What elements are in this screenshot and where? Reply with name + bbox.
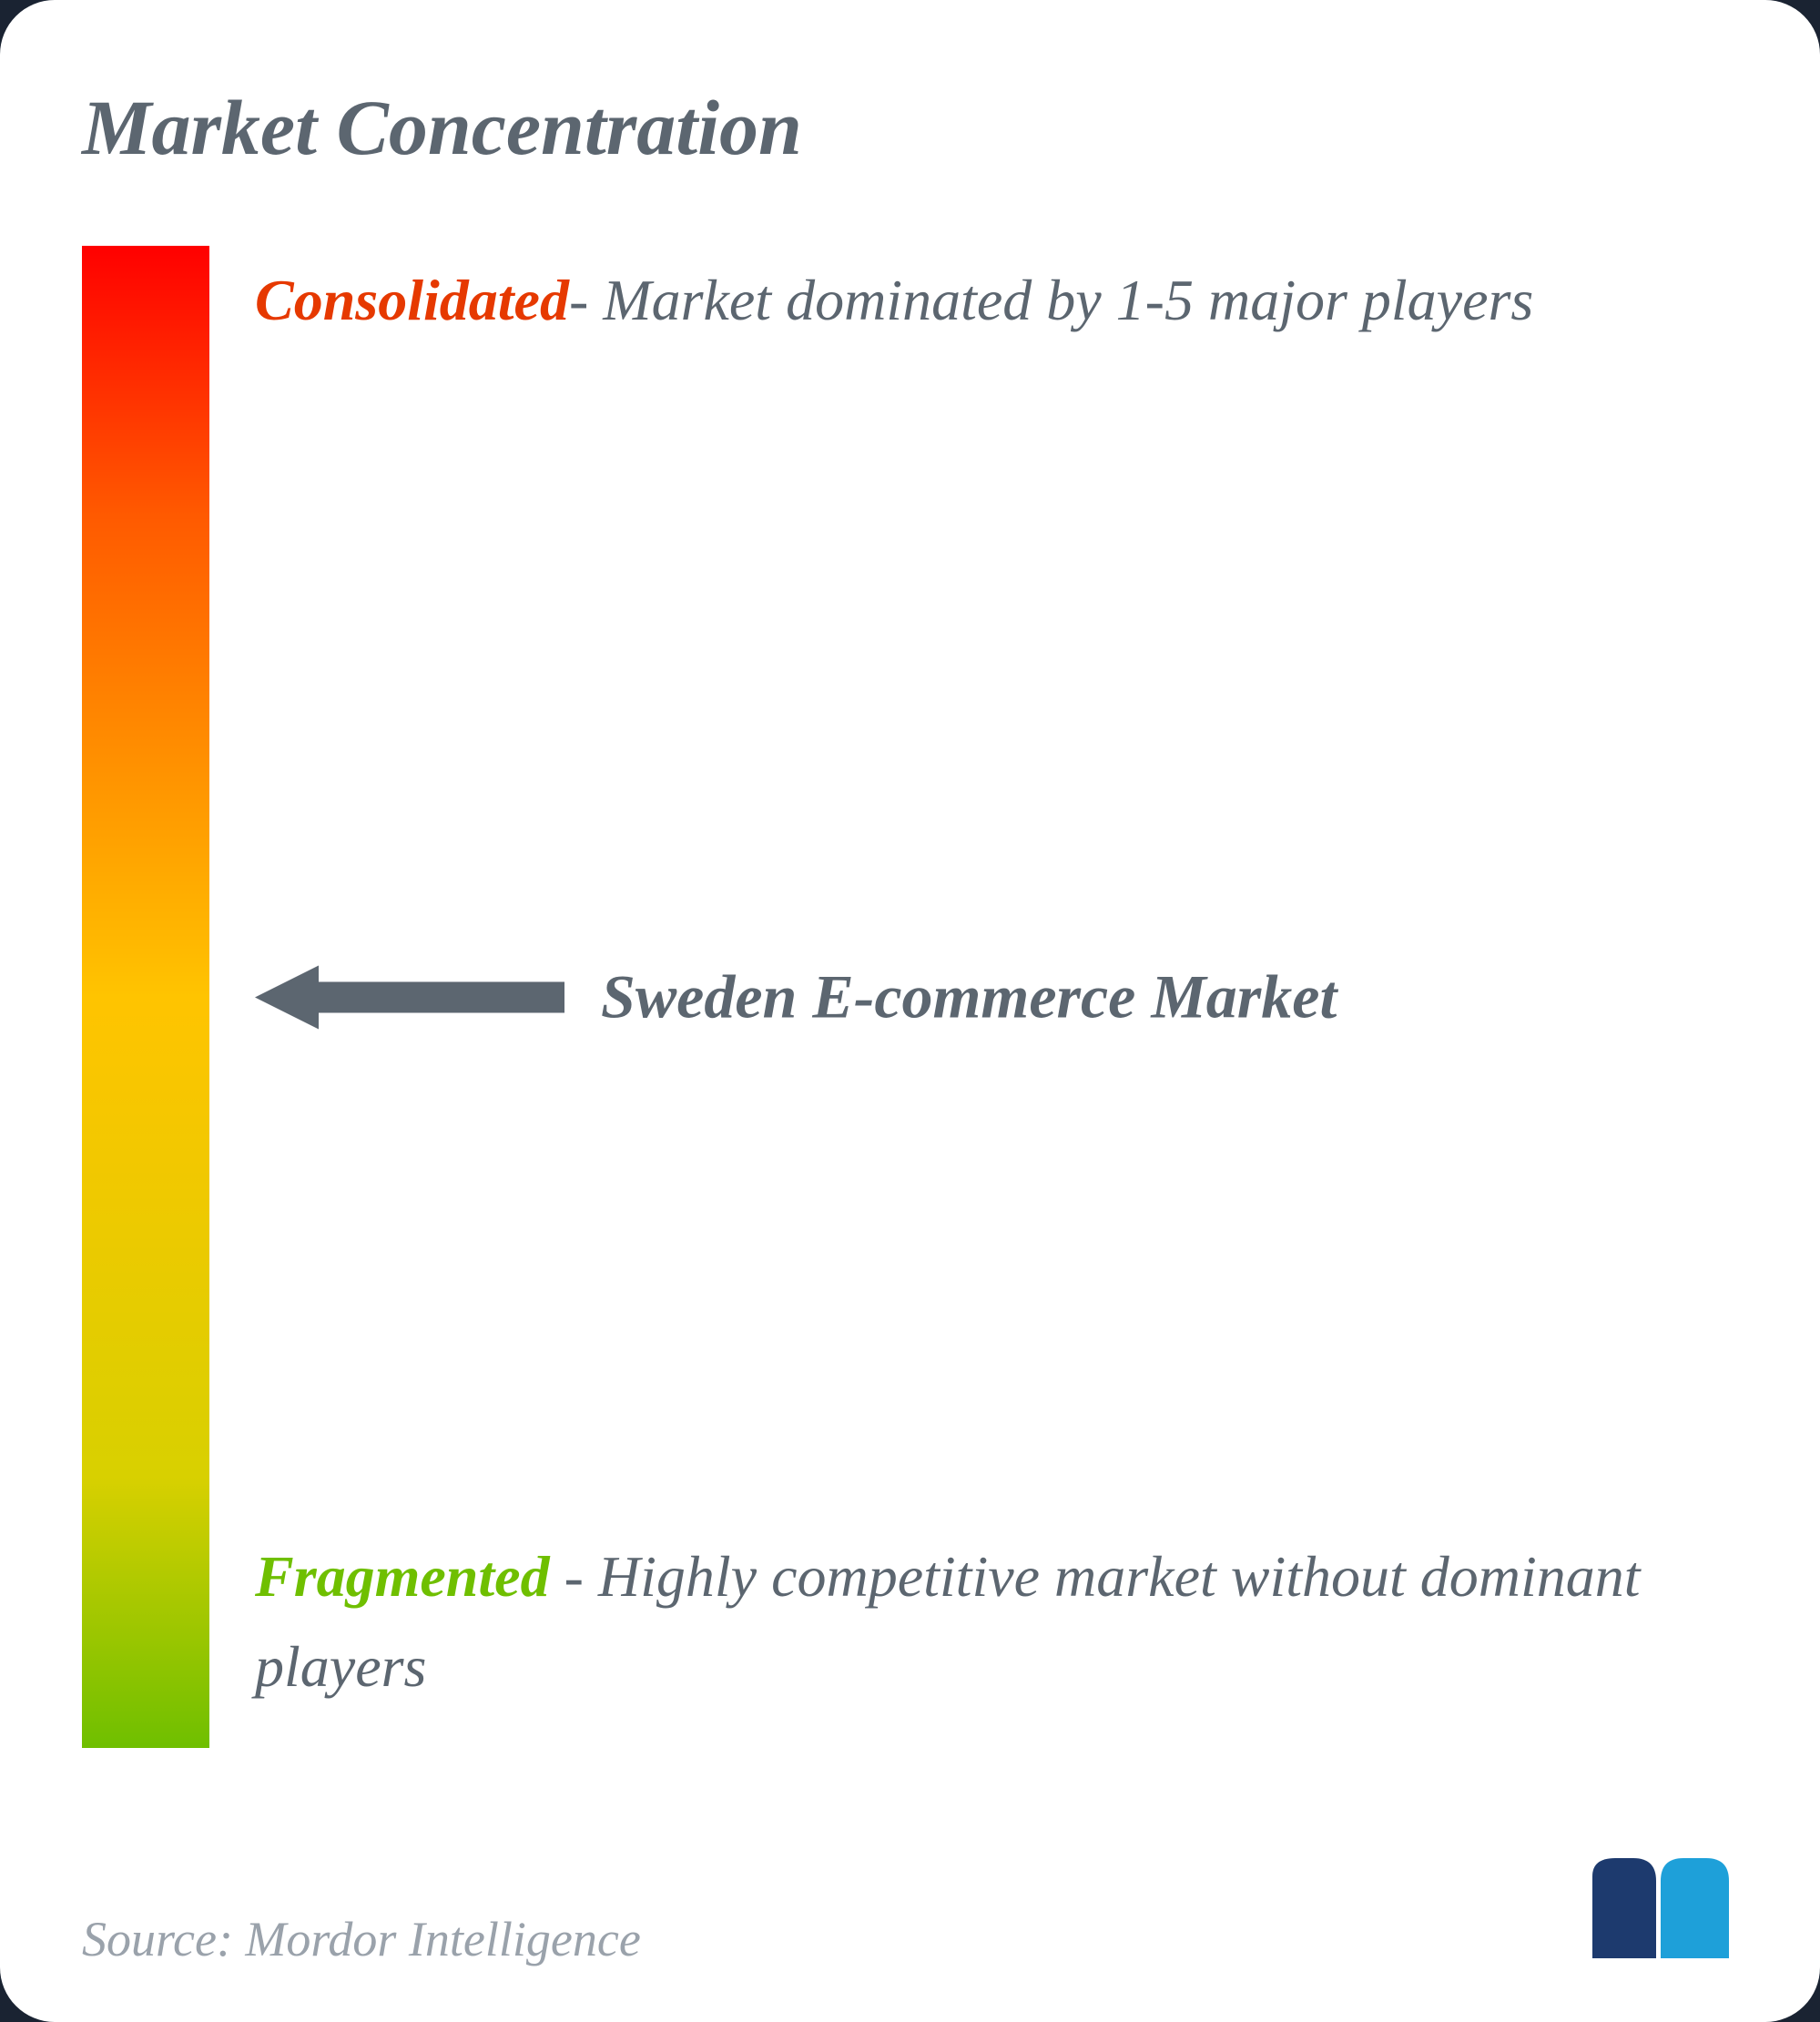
consolidated-text: Consolidated- Market dominated by 1-5 ma… bbox=[255, 255, 1738, 345]
footer: Source: Mordor Intelligence bbox=[82, 1849, 1738, 1967]
gradient-bar bbox=[82, 246, 209, 1748]
fragmented-text: Fragmented - Highly competitive market w… bbox=[255, 1531, 1738, 1712]
main-area: Consolidated- Market dominated by 1-5 ma… bbox=[82, 246, 1738, 1822]
arrow-left-icon bbox=[255, 965, 564, 1029]
gradient-bar-wrap bbox=[82, 246, 209, 1822]
consolidated-label: Consolidated- Market dominated by 1-5 ma… bbox=[255, 255, 1738, 345]
fragmented-label: Fragmented - Highly competitive market w… bbox=[255, 1531, 1738, 1712]
labels-column: Consolidated- Market dominated by 1-5 ma… bbox=[255, 246, 1738, 1748]
source-text: Source: Mordor Intelligence bbox=[82, 1911, 641, 1967]
consolidated-rest: - Market dominated by 1-5 major players bbox=[569, 268, 1533, 332]
fragmented-keyword: Fragmented bbox=[255, 1544, 550, 1609]
title: Market Concentration bbox=[82, 82, 1738, 173]
pointer-label: Sweden E-commerce Market bbox=[601, 961, 1337, 1033]
pointer-row: Sweden E-commerce Market bbox=[255, 961, 1738, 1033]
brand-logo-icon bbox=[1583, 1849, 1738, 1967]
consolidated-keyword: Consolidated bbox=[255, 268, 569, 332]
infographic-card: Market Concentration Consolidated- Marke… bbox=[0, 0, 1820, 2022]
